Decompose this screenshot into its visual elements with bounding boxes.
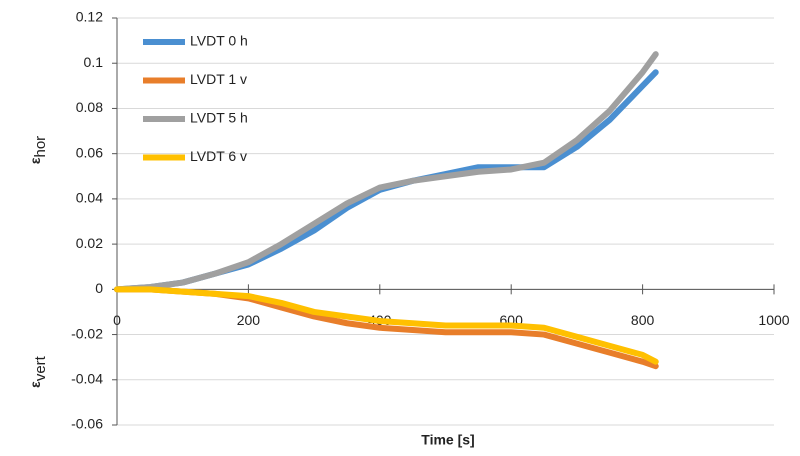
series-line bbox=[114, 286, 659, 365]
y-axis-subscript: hor bbox=[32, 136, 49, 158]
y-tick-label: 0.02 bbox=[76, 235, 103, 251]
y-tick-label: 0.08 bbox=[76, 99, 103, 115]
y-axis-symbol: ε bbox=[27, 157, 43, 164]
y-axis-label: εhor bbox=[27, 136, 49, 164]
y-tick-label: 0.06 bbox=[76, 144, 103, 160]
x-tick-label: 800 bbox=[631, 312, 655, 328]
x-tick-label: 0 bbox=[113, 312, 121, 328]
y-tick-label: -0.06 bbox=[71, 416, 103, 432]
series-line bbox=[114, 286, 659, 370]
y-tick-label: 0.04 bbox=[76, 190, 103, 206]
y-tick-label: 0 bbox=[95, 280, 103, 296]
y-axis-symbol: ε bbox=[27, 381, 43, 388]
y-tick-label: 0.1 bbox=[84, 54, 104, 70]
series-line bbox=[114, 51, 659, 293]
y-axis-subscript: vert bbox=[32, 355, 49, 381]
x-tick-label: 200 bbox=[237, 312, 261, 328]
x-tick-label: 1000 bbox=[758, 312, 789, 328]
legend-label: LVDT 0 h bbox=[190, 33, 248, 49]
y-axis-label: εvert bbox=[27, 355, 49, 387]
y-tick-label: -0.02 bbox=[71, 325, 103, 341]
series-line bbox=[114, 69, 659, 293]
y-tick-label: -0.04 bbox=[71, 370, 103, 386]
legend-label: LVDT 1 v bbox=[190, 71, 247, 87]
x-axis-label: Time [s] bbox=[421, 432, 474, 448]
legend-label: LVDT 6 v bbox=[190, 148, 247, 164]
y-tick-label: 0.12 bbox=[76, 9, 103, 25]
legend-label: LVDT 5 h bbox=[190, 110, 248, 126]
